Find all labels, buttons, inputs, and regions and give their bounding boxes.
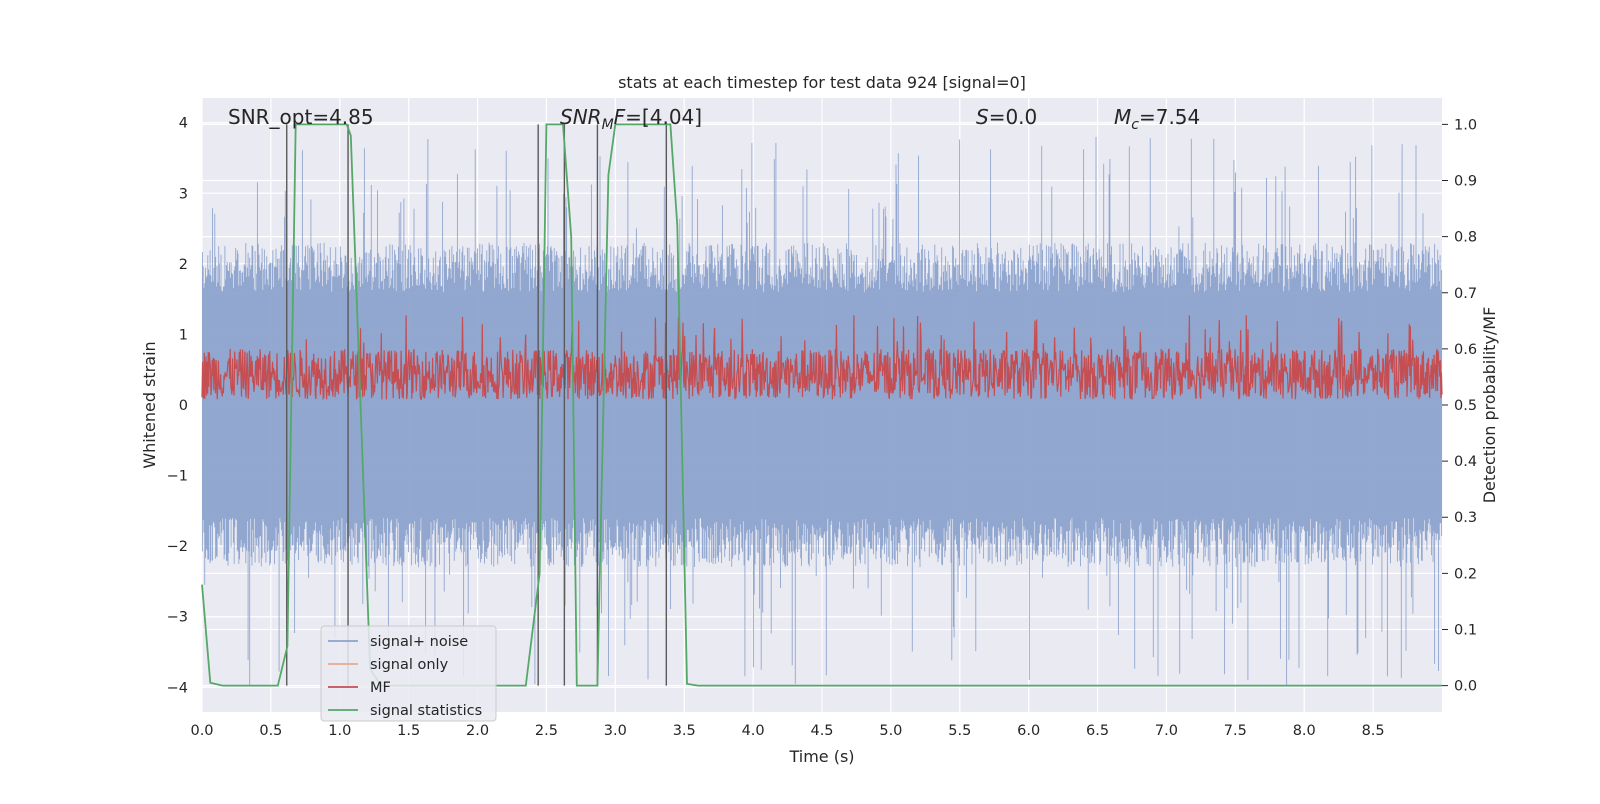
legend-label: signal+ noise [370,634,468,650]
y-right-tick-label: 0.4 [1454,454,1477,470]
y-left-tick-label: 0 [179,398,188,414]
legend-label: MF [370,680,391,696]
x-axis-label: Time (s) [788,747,854,766]
x-tick-label: 3.0 [604,723,627,739]
y-right-tick-label: 0.5 [1454,398,1477,414]
x-tick-label: 1.0 [328,723,351,739]
y-left-tick-label: −4 [167,680,188,696]
annotation-mc: Mc=7.54 [1114,105,1200,133]
x-tick-label: 7.0 [1155,723,1178,739]
legend-label: signal statistics [370,703,482,719]
annotation-snr-mf: SNRMF=[4.04] [560,105,702,133]
y-left-tick-label: −3 [167,610,188,626]
signal-statistics-series [201,123,1442,687]
y-left-tick-label: −1 [167,469,188,485]
y-right-tick-label: 0.2 [1454,566,1477,582]
x-tick-label: 5.0 [879,723,902,739]
annotation-s: S=0.0 [976,105,1037,129]
signal-noise-line [201,136,1443,686]
y-right-tick-label: 1.0 [1454,117,1477,133]
y-left-tick-label: 3 [179,186,188,202]
y-right-tick-label: 0.9 [1454,174,1477,190]
y-right-tick-label: 0.6 [1454,342,1477,358]
x-tick-label: 2.5 [535,723,558,739]
x-tick-label: 6.0 [1017,723,1040,739]
x-tick-label: 3.5 [673,723,696,739]
x-tick-label: 8.0 [1293,723,1316,739]
legend: signal+ noise signal only MF signal statist… [320,625,497,722]
y-left-tick-label: 2 [179,257,188,273]
x-tick-label: 0.0 [190,723,213,739]
annotation-snr-opt: SNR_opt=4.85 [228,105,374,129]
legend-box [320,625,497,722]
tick-labels: 0.0 0.5 1.0 1.5 2.0 2.5 3.0 3.5 4.0 4.5 5.0 5.5 6.0 6… [167,116,1477,739]
chart-title: stats at each timestep for test data 924… [618,73,1026,92]
y-right-tick-label: 0.3 [1454,510,1477,526]
x-tick-label: 0.5 [259,723,282,739]
x-tick-label: 2.0 [466,723,489,739]
y-right-tick-label: 0.0 [1454,679,1477,695]
y-axis-left-label: Whitened strain [140,341,159,468]
detection-markers [286,124,668,686]
legend-label: signal only [370,657,449,673]
y-axis-right-label: Detection probability/MF [1480,307,1499,504]
x-tick-label: 4.5 [810,723,833,739]
x-tick-label: 8.5 [1362,723,1385,739]
y-left-tick-label: 4 [179,116,188,132]
y-right-tick-label: 0.8 [1454,230,1477,246]
y-right-tick-label: 0.7 [1454,286,1477,302]
y-left-tick-label: −2 [167,539,188,555]
x-tick-label: 7.5 [1224,723,1247,739]
mf-line [201,315,1443,401]
y-right-tick-label: 0.1 [1454,622,1477,638]
x-tick-label: 4.0 [742,723,765,739]
x-tick-label: 5.5 [948,723,971,739]
x-tick-label: 1.5 [397,723,420,739]
signal-noise-series [201,136,1443,686]
x-tick-label: 6.5 [1086,723,1109,739]
mf-series [201,315,1443,401]
y-left-tick-label: 1 [179,327,188,343]
signal-statistics-line [201,123,1442,687]
